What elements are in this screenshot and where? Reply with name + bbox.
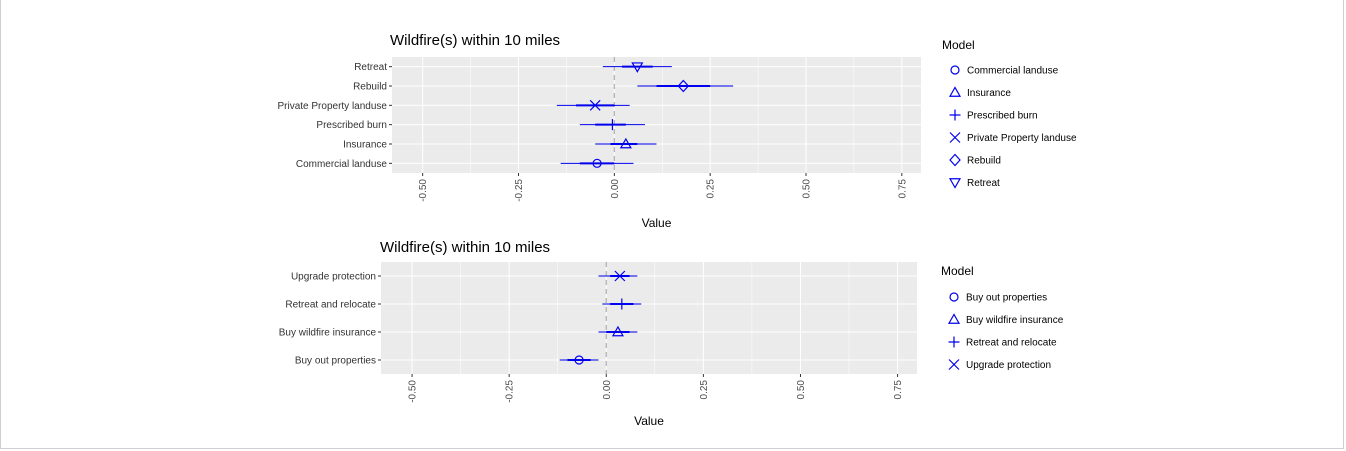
plot-panel — [381, 262, 917, 374]
chart-title: Wildfire(s) within 10 miles — [390, 32, 560, 49]
legend-label: Retreat and relocate — [966, 338, 1057, 349]
legend-item: Upgrade protection — [948, 359, 1051, 371]
legend-item: Buy wildfire insurance — [947, 313, 1064, 326]
plot-panel — [392, 57, 921, 173]
chart-1: Wildfire(s) within 10 miles -0.50 -0.25 0.0… — [277, 32, 1076, 230]
legend-key — [948, 359, 960, 370]
legend-key — [948, 336, 960, 348]
legend-label: Prescribed burn — [967, 111, 1038, 122]
legend: Model Commercial landuse Insurance Prescrib… — [942, 38, 1077, 189]
x-tick-label: 0.25 — [699, 380, 710, 400]
estimate-point — [619, 137, 632, 149]
y-category-label: Rebuild — [353, 82, 387, 93]
estimate-point — [592, 158, 602, 168]
chart-2: Wildfire(s) within 10 miles -0.50 -0.25 0.0… — [279, 239, 1064, 428]
legend-label: Insurance — [967, 88, 1011, 99]
y-category-label: Retreat — [354, 62, 387, 73]
y-category-label: Buy wildfire insurance — [279, 328, 377, 339]
legend-key — [947, 313, 961, 324]
y-category-label: Retreat and relocate — [285, 300, 376, 311]
estimate-point — [606, 119, 618, 131]
y-category-label: Private Property landuse — [277, 101, 387, 112]
legend-item: Retreat and relocate — [948, 336, 1057, 349]
x-axis-title: Value — [634, 414, 664, 428]
x-tick-label: 0.50 — [796, 380, 807, 400]
legend-key — [949, 132, 961, 143]
legend-item: Prescribed burn — [949, 109, 1038, 122]
legend-key — [949, 109, 961, 121]
x-tick-label: -0.50 — [408, 380, 419, 403]
legend-title: Model — [942, 38, 975, 52]
legend-item: Private Property landuse — [949, 132, 1077, 144]
x-tick-label: 0.50 — [802, 179, 813, 199]
estimate-point — [589, 99, 601, 111]
y-category-label: Commercial landuse — [296, 159, 388, 170]
x-tick-label: 0.75 — [897, 179, 908, 199]
x-axis-title: Value — [642, 216, 672, 230]
legend-key — [948, 178, 962, 189]
legend-label: Buy wildfire insurance — [966, 315, 1064, 326]
y-category-label: Prescribed burn — [316, 120, 387, 131]
x-tick-label: 0.25 — [706, 179, 717, 199]
estimate-point — [611, 325, 624, 337]
legend-label: Retreat — [967, 178, 1000, 189]
y-category-label: Upgrade protection — [291, 272, 376, 283]
chart-title: Wildfire(s) within 10 miles — [380, 239, 550, 256]
legend-key — [948, 86, 962, 97]
estimate-point — [631, 62, 644, 73]
x-tick-label: 0.75 — [893, 380, 904, 400]
legend-item: Retreat — [948, 178, 1000, 189]
x-tick-label: -0.25 — [505, 380, 516, 403]
legend-key — [949, 153, 961, 167]
legend-key — [950, 65, 960, 75]
legend-label: Private Property landuse — [967, 133, 1077, 144]
x-tick-label: 0.00 — [602, 380, 613, 400]
legend-item: Insurance — [948, 86, 1011, 99]
estimate-point — [616, 298, 628, 310]
x-tick-label: 0.00 — [610, 179, 621, 199]
estimate-point — [574, 355, 584, 365]
legend-item: Commercial landuse — [950, 65, 1059, 77]
legend-label: Upgrade protection — [966, 360, 1051, 371]
estimate-point — [677, 79, 690, 93]
legend-label: Rebuild — [967, 156, 1001, 167]
legend-item: Rebuild — [949, 153, 1001, 167]
legend-label: Commercial landuse — [967, 66, 1059, 77]
legend-item: Buy out properties — [949, 292, 1047, 304]
x-tick-label: -0.50 — [418, 179, 429, 202]
legend-title: Model — [941, 264, 974, 278]
legend-key — [949, 292, 959, 302]
y-category-label: Buy out properties — [295, 356, 376, 367]
y-category-label: Insurance — [343, 140, 387, 151]
x-tick-label: -0.25 — [514, 179, 525, 202]
legend: Model Buy out properties Buy wildfire insu… — [941, 264, 1064, 371]
legend-label: Buy out properties — [966, 293, 1047, 304]
estimate-point — [614, 270, 626, 282]
